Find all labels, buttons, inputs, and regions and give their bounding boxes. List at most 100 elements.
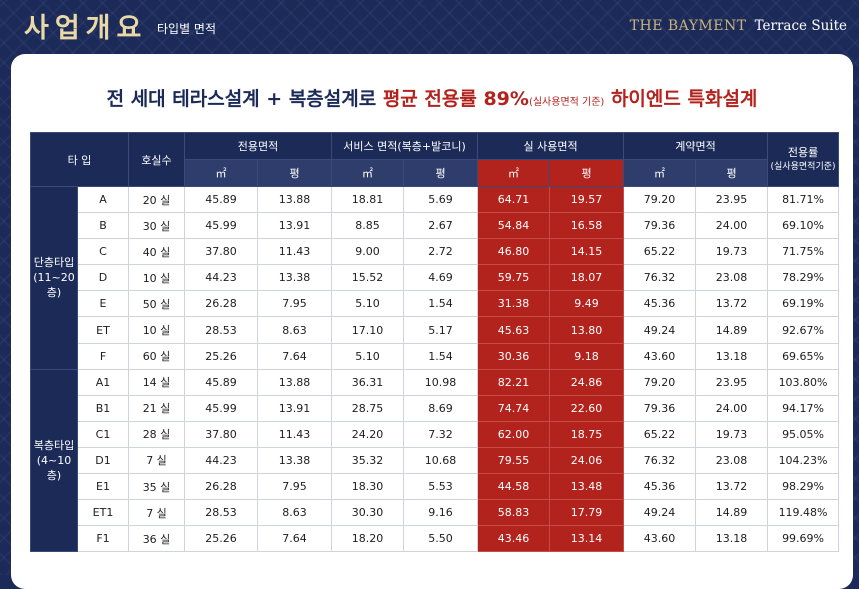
cell-ct-m2: 79.20 <box>623 368 697 396</box>
cell-ac-m2: 46.80 <box>477 238 551 266</box>
table-row: F 60 실 25.26 7.64 5.10 1.54 30.36 9.18 43.60 13.1… <box>31 342 840 370</box>
table-row: C1 28 실 37.80 11.43 24.20 7.32 62.00 18.75 65.22… <box>31 420 840 448</box>
header-unit-pyeong: 평 <box>403 159 479 187</box>
cell-rate: 95.05% <box>767 420 840 448</box>
header-unit-sqm: ㎡ <box>184 159 258 187</box>
cell-ct-py: 13.72 <box>695 290 769 318</box>
header-type: 타 입 <box>30 132 129 187</box>
cell-ct-m2: 45.36 <box>623 473 697 501</box>
cell-rate: 104.23% <box>767 446 840 475</box>
cell-sv-m2: 15.52 <box>331 264 405 292</box>
cell-ex-py: 8.63 <box>256 316 333 344</box>
cell-rate: 69.65% <box>767 342 840 370</box>
cell-rate: 98.29% <box>767 473 840 501</box>
area-table: 타 입 호실수 전용면적 서비스 면적(복층+발코니) 실 사용면적 계약면적 … <box>30 132 840 553</box>
cell-ex-m2: 37.80 <box>184 238 258 266</box>
brand-name: THE BAYMENT <box>629 18 747 34</box>
cell-rate: 119.48% <box>767 499 840 527</box>
group-label-name: 단층타입 <box>33 256 75 270</box>
cell-ex-py: 7.64 <box>256 342 333 370</box>
cell-units: 21 실 <box>128 394 185 422</box>
cell-ac-py: 14.15 <box>549 238 625 266</box>
cell-ct-py: 23.95 <box>695 368 769 396</box>
cell-units: 40 실 <box>128 238 185 266</box>
group-label-name: 복층타입 <box>33 438 75 452</box>
cell-rate: 71.75% <box>767 238 840 266</box>
cell-ex-py: 13.38 <box>256 446 333 475</box>
table-row: D 10 실 44.23 13.38 15.52 4.69 59.75 18.07 76.32 2… <box>31 264 840 292</box>
cell-units: 14 실 <box>128 368 185 396</box>
cell-type: C <box>77 238 129 266</box>
header-unit-pyeong: 평 <box>256 159 333 187</box>
table-body: 단층타입 (11~20층) A 20 실 45.89 13.88 18.81 5.69 64.7… <box>30 185 840 553</box>
cell-type: B <box>77 212 129 240</box>
cell-ct-py: 24.00 <box>695 212 769 240</box>
cell-ex-py: 13.88 <box>256 185 333 214</box>
cell-rate: 78.29% <box>767 264 840 292</box>
cell-ex-m2: 45.89 <box>184 185 258 214</box>
page-title: 사업개요 <box>24 13 148 44</box>
cell-sv-py: 5.69 <box>403 185 479 214</box>
cell-sv-m2: 17.10 <box>331 316 405 344</box>
cell-ct-py: 14.89 <box>695 316 769 344</box>
cell-type: F <box>77 342 129 370</box>
cell-sv-py: 10.68 <box>403 446 479 475</box>
cell-units: 7 실 <box>128 499 185 527</box>
table-row: C 40 실 37.80 11.43 9.00 2.72 46.80 14.15 65.22 19… <box>31 238 840 266</box>
cell-sv-py: 7.32 <box>403 420 479 448</box>
cell-type: A <box>77 185 129 214</box>
cell-units: 36 실 <box>128 525 185 553</box>
table-row: D1 7 실 44.23 13.38 35.32 10.68 79.55 24.06 76.32… <box>31 446 840 475</box>
cell-ct-m2: 65.22 <box>623 238 697 266</box>
cell-units: 10 실 <box>128 264 185 292</box>
header-actual: 실 사용면적 <box>477 132 625 160</box>
brand-subtitle: Terrace Suite <box>754 18 847 34</box>
cell-units: 7 실 <box>128 446 185 475</box>
cell-ac-py: 9.49 <box>549 290 625 318</box>
cell-ex-m2: 37.80 <box>184 420 258 448</box>
header-units: 호실수 <box>128 132 185 187</box>
cell-sv-py: 5.50 <box>403 525 479 553</box>
cell-ct-py: 19.73 <box>695 238 769 266</box>
cell-ac-py: 22.60 <box>549 394 625 422</box>
group-label: 복층타입 (4~10층) <box>30 368 78 553</box>
cell-rate: 92.67% <box>767 316 840 344</box>
cell-units: 20 실 <box>128 185 185 214</box>
cell-ex-py: 11.43 <box>256 420 333 448</box>
cell-ex-py: 8.63 <box>256 499 333 527</box>
cell-ac-py: 24.86 <box>549 368 625 396</box>
cell-ct-m2: 65.22 <box>623 420 697 448</box>
group-label: 단층타입 (11~20층) <box>30 186 78 370</box>
cell-type: D <box>77 264 129 292</box>
cell-ex-m2: 44.23 <box>184 446 258 475</box>
cell-ac-py: 18.75 <box>549 420 625 448</box>
cell-ex-m2: 44.23 <box>184 264 258 292</box>
header-unit-pyeong: 평 <box>549 159 625 187</box>
cell-ex-m2: 26.28 <box>184 473 258 501</box>
cell-type: E <box>77 290 129 318</box>
cell-ct-py: 14.89 <box>695 499 769 527</box>
cell-sv-m2: 30.30 <box>331 499 405 527</box>
cell-ex-m2: 26.28 <box>184 290 258 318</box>
headline-part4: 하이엔드 특화설계 <box>604 88 758 110</box>
cell-ct-py: 13.18 <box>695 525 769 553</box>
table-row: ET 10 실 28.53 8.63 17.10 5.17 45.63 13.80 49.24 1… <box>31 316 840 344</box>
cell-type: A1 <box>77 368 129 396</box>
cell-ct-m2: 76.32 <box>623 446 697 475</box>
cell-ct-m2: 45.36 <box>623 290 697 318</box>
cell-units: 60 실 <box>128 342 185 370</box>
page-subtitle: 타입별 면적 <box>157 22 217 36</box>
header-contract: 계약면적 <box>623 132 769 160</box>
cell-ex-py: 11.43 <box>256 238 333 266</box>
cell-ac-m2: 31.38 <box>477 290 551 318</box>
cell-ac-py: 16.58 <box>549 212 625 240</box>
cell-ct-py: 23.08 <box>695 264 769 292</box>
cell-ct-m2: 43.60 <box>623 525 697 553</box>
headline-note: (실사용면적 기준) <box>528 97 605 108</box>
group-label-floors: (4~10층) <box>36 453 72 482</box>
cell-ct-m2: 49.24 <box>623 316 697 344</box>
header-unit-sqm: ㎡ <box>623 159 697 187</box>
cell-rate: 69.10% <box>767 212 840 240</box>
cell-units: 28 실 <box>128 420 185 448</box>
cell-ex-m2: 45.99 <box>184 212 258 240</box>
